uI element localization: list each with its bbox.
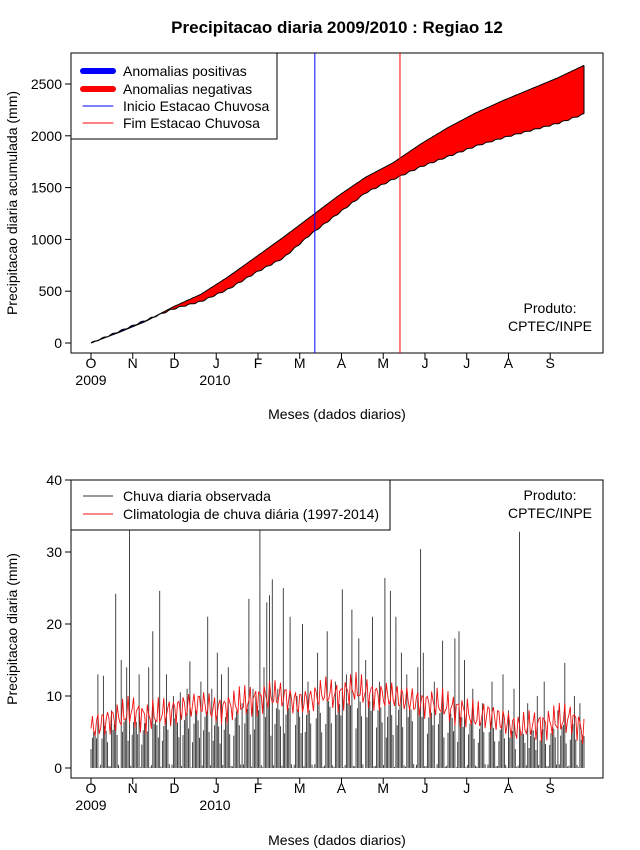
x-axis-label: Meses (dados diarios) (268, 406, 406, 422)
x-tick-label: A (337, 780, 347, 796)
y-axis-label: Precipitacao diaria (mm) (4, 553, 20, 705)
daily-precipitation-chart: 0 10 20 30 40 Precipitacao diaria (mm) O N D J F M A… (4, 472, 604, 848)
x-tick-label: J (421, 780, 428, 796)
x-tick-label: D (169, 780, 179, 796)
x-tick-label: J (421, 355, 428, 371)
cumulative-precipitation-chart: 0 500 1000 1500 2000 2500 Precipitacao diaria … (4, 52, 604, 422)
x-tick-label: J (463, 780, 470, 796)
observed-daily-bars (90, 508, 585, 768)
x-tick-label: A (337, 355, 347, 371)
x-tick-label: S (546, 780, 555, 796)
year-label: 2010 (199, 372, 230, 388)
x-tick-label: D (169, 355, 179, 371)
climatology-cumulative-line (90, 64, 585, 344)
y-tick-label: 10 (46, 688, 62, 704)
x-tick-label: A (504, 355, 514, 371)
year-label: 2009 (75, 372, 106, 388)
legend-label: Inicio Estacao Chuvosa (123, 98, 270, 114)
y-tick-label: 0 (54, 760, 62, 776)
producer-label: Produto: (524, 487, 577, 503)
y-tick-label: 40 (46, 472, 62, 488)
year-label: 2010 (199, 797, 230, 813)
y-tick-label: 1000 (31, 231, 62, 247)
y-tick-label: 0 (54, 335, 62, 351)
y-tick-label: 2500 (31, 76, 62, 92)
plot-frame (70, 52, 604, 354)
observed-cumulative-line (90, 113, 585, 344)
x-axis-label: Meses (dados diarios) (268, 832, 406, 848)
y-axis-label: Precipitacao diaria acumulada (mm) (4, 91, 20, 315)
year-label: 2009 (75, 797, 106, 813)
legend: Chuva diaria observada Climatologia de ch… (70, 479, 391, 531)
x-tick-label: N (128, 780, 138, 796)
x-tick-label: N (128, 355, 138, 371)
legend: Anomalias positivas Anomalias negativasIn… (70, 52, 278, 140)
x-tick-label: O (86, 355, 97, 371)
climatology-daily-line (90, 672, 585, 744)
producer-label: CPTEC/INPE (508, 318, 592, 334)
legend-label: Fim Estacao Chuvosa (123, 115, 260, 131)
chart-title: Precipitacao diaria 2009/2010 : Regiao 1… (171, 18, 503, 37)
x-tick-label: M (377, 780, 389, 796)
legend-label: Climatologia de chuva diária (1997-2014) (123, 506, 379, 522)
x-tick-label: F (254, 355, 263, 371)
x-tick-label: O (86, 780, 97, 796)
y-tick-label: 30 (46, 544, 62, 560)
x-tick-label: J (213, 355, 220, 371)
negative-anomaly-area (91, 65, 584, 344)
legend-label: Anomalias negativas (123, 81, 252, 97)
y-tick-label: 1500 (31, 180, 62, 196)
legend-label: Chuva diaria observada (123, 488, 271, 504)
x-tick-label: M (294, 780, 306, 796)
producer-label: Produto: (524, 300, 577, 316)
y-tick-label: 500 (39, 283, 63, 299)
x-tick-label: S (546, 355, 555, 371)
x-tick-label: M (294, 355, 306, 371)
x-tick-label: M (377, 355, 389, 371)
producer-label: CPTEC/INPE (508, 505, 592, 521)
y-tick-label: 2000 (31, 128, 62, 144)
legend-box (70, 52, 278, 140)
legend-box (70, 479, 391, 531)
y-tick-label: 20 (46, 616, 62, 632)
x-tick-label: F (254, 780, 263, 796)
x-tick-label: A (504, 780, 514, 796)
x-tick-label: J (213, 780, 220, 796)
legend-label: Anomalias positivas (123, 63, 247, 79)
x-tick-label: J (463, 355, 470, 371)
